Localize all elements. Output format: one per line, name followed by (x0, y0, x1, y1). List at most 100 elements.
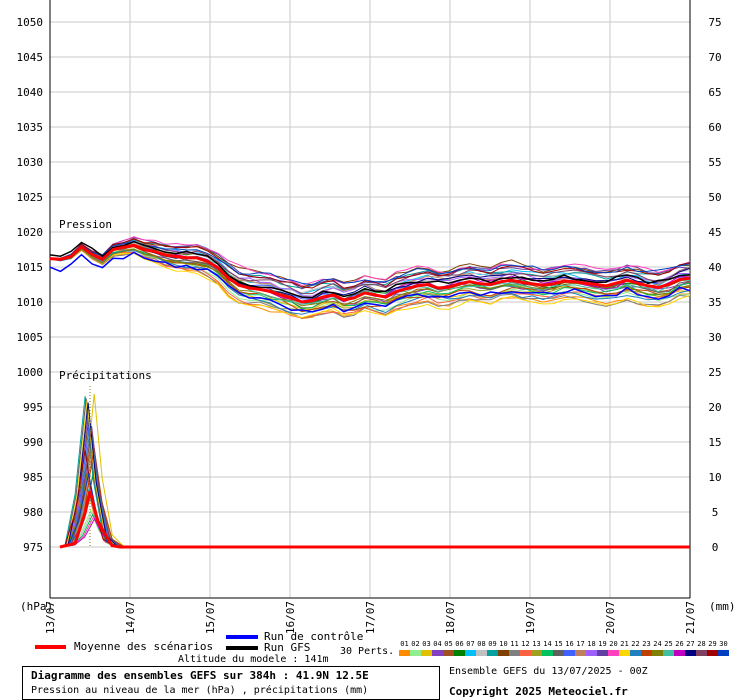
left-tick-label: 1040 (17, 86, 44, 99)
member-swatch-number: 04 (433, 640, 442, 648)
x-tick-label: 17/07 (364, 601, 377, 634)
member-swatch-color (619, 650, 630, 656)
pressure-label: Pression (59, 218, 112, 231)
member-swatch-color (652, 650, 663, 656)
chart-subtitle: Pression au niveau de la mer (hPa) , pré… (31, 685, 369, 696)
copyright: Copyright 2025 Meteociel.fr (449, 685, 628, 698)
member-swatch-number: 14 (543, 640, 552, 648)
member-pressure-line (49, 240, 691, 286)
right-tick-label: 0 (712, 541, 719, 554)
x-tick-label: 13/07 (44, 601, 57, 634)
left-tick-label: 990 (23, 436, 43, 449)
x-tick-label: 16/07 (284, 601, 297, 634)
altitude-label: Altitude du modele : 141m (178, 654, 329, 665)
member-swatch-color (641, 650, 652, 656)
right-tick-label: 25 (708, 366, 721, 379)
left-tick-label: 1035 (17, 121, 44, 134)
x-tick-label: 20/07 (604, 601, 617, 634)
left-tick-label: 1030 (17, 156, 44, 169)
x-tick-label: 21/07 (684, 601, 697, 634)
left-tick-label: 995 (23, 401, 43, 414)
left-tick-label: 1045 (17, 51, 44, 64)
legend-control-label: Run de contrôle (264, 630, 364, 643)
legend-gfs-label: Run GFS (264, 641, 311, 654)
right-tick-label: 30 (708, 331, 721, 344)
right-tick-label: 50 (708, 191, 721, 204)
left-tick-label: 1025 (17, 191, 44, 204)
x-tick-label: 19/07 (524, 601, 537, 634)
member-swatch-number: 11 (510, 640, 519, 648)
member-swatch-number: 10 (499, 640, 508, 648)
member-pressure-line (49, 236, 691, 287)
member-swatch-number: 21 (620, 640, 629, 648)
members-count-label: 30 Perts. (340, 646, 395, 657)
member-swatch-number: 18 (587, 640, 596, 648)
member-swatch-color (586, 650, 597, 656)
ensemble-run-label: Ensemble GEFS du 13/07/2025 - 00Z (449, 666, 648, 677)
member-swatch-number: 09 (488, 640, 497, 648)
right-tick-label: 75 (708, 16, 721, 29)
left-tick-label: 1050 (17, 16, 44, 29)
left-tick-label: 1000 (17, 366, 44, 379)
member-swatch-number: 03 (422, 640, 431, 648)
member-swatch-number: 02 (411, 640, 420, 648)
left-axis-unit: (hPa) (20, 600, 53, 613)
member-swatch-number: 01 (400, 640, 409, 648)
member-swatch-number: 20 (609, 640, 618, 648)
right-tick-label: 45 (708, 226, 721, 239)
right-tick-label: 40 (708, 261, 721, 274)
x-tick-label: 14/07 (124, 601, 137, 634)
member-swatch-number: 16 (565, 640, 574, 648)
left-tick-label: 980 (23, 506, 43, 519)
x-axis-ticks: 13/07 14/07 15/07 16/07 17/07 18/07 19/07 20/07… (44, 601, 697, 634)
member-swatch-color (553, 650, 564, 656)
right-tick-label: 60 (708, 121, 721, 134)
member-swatch-color (454, 650, 465, 656)
gfs-run-line (49, 241, 691, 299)
member-swatch-number: 08 (477, 640, 486, 648)
member-swatch-color (575, 650, 586, 656)
x-tick-label: 15/07 (204, 601, 217, 634)
control-run-line (49, 251, 691, 313)
member-swatch-number: 23 (642, 640, 651, 648)
main-series (49, 241, 691, 549)
member-swatch-color (498, 650, 509, 656)
right-tick-label: 70 (708, 51, 721, 64)
left-tick-label: 1020 (17, 226, 44, 239)
member-swatch-number: 24 (653, 640, 662, 648)
legend-mean-label: Moyenne des scénarios (74, 640, 214, 653)
member-swatch-color (685, 650, 696, 656)
member-swatch-color (432, 650, 443, 656)
member-swatch-number: 30 (719, 640, 728, 648)
member-swatch-color (564, 650, 575, 656)
member-swatch-color (421, 650, 432, 656)
member-swatch-number: 12 (521, 640, 530, 648)
member-swatch-color (696, 650, 707, 656)
left-tick-label: 975 (23, 541, 43, 554)
member-swatch-color (399, 650, 410, 656)
member-swatch-color (707, 650, 718, 656)
member-swatch-number: 28 (697, 640, 706, 648)
right-tick-label: 55 (708, 156, 721, 169)
member-swatch-color (410, 650, 421, 656)
right-axis-unit: (mm) (709, 600, 736, 613)
right-tick-label: 5 (712, 506, 719, 519)
legend-lines (35, 635, 258, 650)
member-swatch-number: 05 (444, 640, 453, 648)
member-swatch-number: 22 (631, 640, 640, 648)
left-tick-label: 1010 (17, 296, 44, 309)
grid (49, 0, 691, 599)
right-tick-label: 35 (708, 296, 721, 309)
member-precip-line (59, 426, 690, 548)
left-tick-label: 985 (23, 471, 43, 484)
mean-pressure-line (49, 243, 691, 304)
member-swatch-number: 07 (466, 640, 475, 648)
member-pressure-line (49, 238, 691, 289)
member-swatch-color (718, 650, 729, 656)
member-swatch-number: 26 (675, 640, 684, 648)
title-box: Diagramme des ensembles GEFS sur 384h : … (22, 666, 440, 700)
left-axis-ticks: 1050 1045 1040 1035 1030 1025 1020 1015 1010 1005… (17, 16, 44, 554)
member-swatch-number: 25 (664, 640, 673, 648)
